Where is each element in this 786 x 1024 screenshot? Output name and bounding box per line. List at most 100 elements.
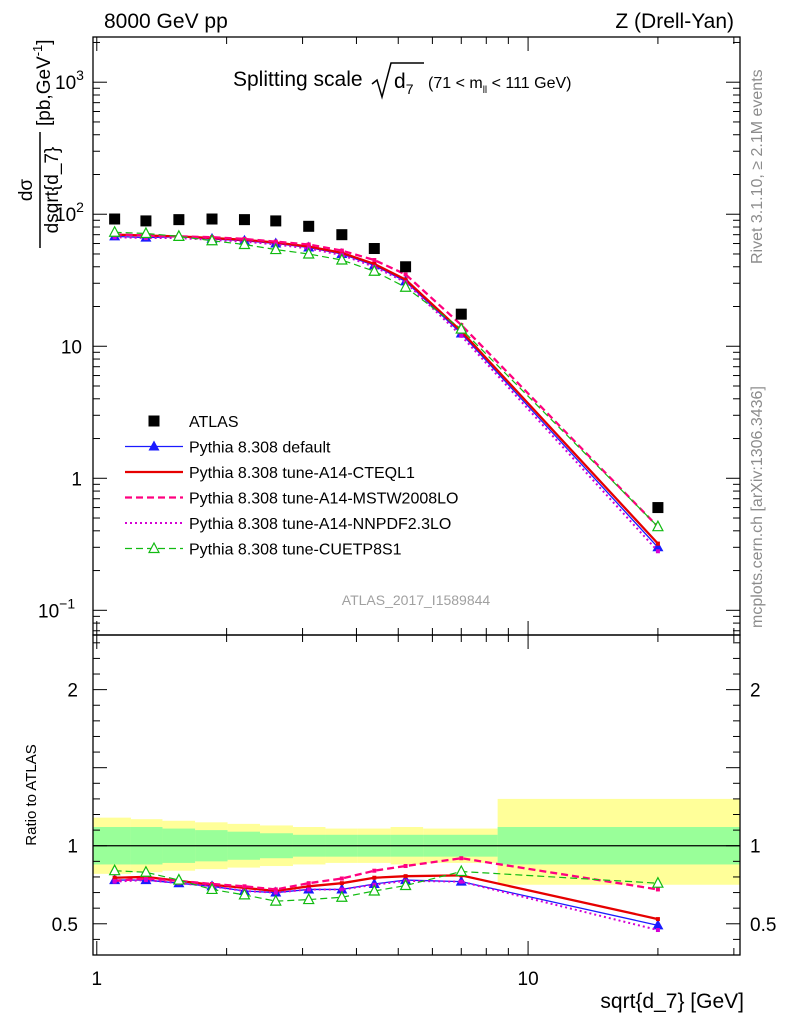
main-series-2-point-11 — [655, 541, 660, 546]
ratio-series-3-point-4 — [242, 884, 247, 889]
side-label-bottom: mcplots.cern.ch [arXiv:1306.3436] — [749, 386, 766, 628]
ratio-y-tick-label-right-0: 0.5 — [750, 915, 776, 936]
main-y-tick-label-2: 10 — [61, 337, 82, 358]
main-series-5-point-2 — [172, 229, 185, 241]
ratio-series-4-point-6 — [306, 887, 311, 892]
x-tick-label-0: 1 — [91, 969, 102, 990]
axes: 1 10 10−1 1 10 102 103 0.5 0.5 1 1 2 2 — [38, 36, 776, 990]
ratio-panel-frame — [92, 634, 741, 956]
header-right-label: Z (Drell-Yan) — [615, 10, 734, 33]
atlas-data-point-4 — [238, 214, 250, 226]
legend-item-0: ATLAS — [148, 414, 239, 431]
ratio-series-2-point-11 — [655, 917, 660, 922]
legend-marker-1 — [148, 440, 160, 451]
main-series-5-point-0 — [108, 225, 121, 237]
main-lines — [108, 213, 664, 554]
legend-label-5: Pythia 8.308 tune-CUETP8S1 — [189, 542, 402, 559]
ylabel-numerator: dσ — [16, 179, 37, 202]
title-sqrt-sign — [371, 62, 424, 100]
main-y-tick-label-0: 10−1 — [38, 595, 75, 622]
main-series-3-point-6 — [306, 242, 311, 247]
legend-item-2: Pythia 8.308 tune-A14-CTEQL1 — [125, 465, 415, 482]
main-series-5-point-10 — [455, 322, 468, 334]
ylabel-denominator: dsqrt{d_7} — [42, 147, 63, 234]
legend-label-2: Pythia 8.308 tune-A14-CTEQL1 — [189, 465, 415, 482]
ratio-series-5-point-6 — [302, 892, 315, 905]
ratio-series-3-point-10 — [459, 856, 464, 861]
ratio-lines — [108, 856, 664, 933]
ratio-y-tick-label-0: 0.5 — [52, 915, 78, 936]
atlas-data-point-1 — [140, 215, 152, 227]
legend-marker-5 — [148, 541, 160, 554]
title-main: Splitting scale — [233, 68, 363, 91]
main-series-4-point-11 — [655, 549, 660, 554]
main-series-2-point-8 — [372, 261, 377, 266]
title-subscript: 7 — [406, 81, 414, 97]
ratio-series-3-point-6 — [306, 881, 311, 886]
main-ylabel: dσ dsqrt{d_7} [pb,GeV-1] — [16, 39, 63, 248]
ratio-series-5-point-5 — [269, 894, 282, 906]
legend-marker-0 — [148, 415, 160, 427]
main-series-2-point-7 — [339, 250, 344, 255]
ratio-series-3-point-9 — [403, 864, 408, 869]
ratio-y-tick-label-2: 2 — [67, 681, 78, 702]
header-left-label: 8000 GeV pp — [104, 10, 228, 33]
main-series-5-point-11 — [651, 519, 664, 532]
legend: ATLAS Pythia 8.308 default Pythia 8.308 tu… — [125, 414, 458, 559]
main-y-tick-label-3: 102 — [55, 199, 84, 226]
ratio-series-5-point-2 — [172, 873, 185, 885]
main-series-5-point-7 — [335, 253, 348, 265]
ratio-series-2-point-7 — [339, 881, 344, 886]
legend-item-5: Pythia 8.308 tune-CUETP8S1 — [125, 542, 402, 559]
ratio-series-3-point-7 — [339, 876, 344, 881]
side-label-top: Rivet 3.1.10, ≥ 2.1M events — [749, 69, 766, 264]
ylabel-units: [pb,GeV-1] — [30, 39, 55, 126]
ratio-y-tick-label-1: 1 — [67, 837, 78, 858]
main-series-5-point-9 — [399, 280, 412, 292]
main-series-5-point-6 — [302, 247, 315, 259]
main-series-4-point-0 — [112, 235, 117, 240]
main-series-3-point-9 — [403, 272, 408, 277]
main-series-5-point-4 — [238, 237, 251, 250]
analysis-watermark: ATLAS_2017_I1589844 — [342, 592, 491, 608]
atlas-data-point-3 — [206, 213, 218, 225]
main-series-2-point-9 — [403, 277, 408, 282]
main-series-5-point-1 — [139, 226, 152, 239]
main-series-5-point-3 — [206, 233, 219, 246]
legend-label-0: ATLAS — [189, 414, 239, 431]
ratio-series-line-3 — [114, 857, 659, 891]
ratio-series-4-point-11 — [655, 928, 660, 933]
atlas-data-point-8 — [368, 243, 380, 255]
legend-item-4: Pythia 8.308 tune-A14-NNPDF2.3LO — [125, 516, 451, 533]
ratio-series-5-point-4 — [238, 888, 251, 900]
ratio-series-5-point-8 — [368, 884, 381, 896]
title-mass-range: (71 < mll < 111 GeV) — [428, 75, 571, 96]
ratio-series-4-point-5 — [273, 890, 278, 895]
ratio-series-1-point-11 — [652, 919, 664, 930]
atlas-data-point-2 — [173, 214, 185, 226]
ratio-series-3-point-11 — [655, 887, 660, 892]
atlas-data-point-0 — [109, 213, 121, 225]
main-series-line-4 — [114, 236, 659, 552]
ratio-series-5-point-1 — [139, 865, 152, 877]
ratio-series-4-point-10 — [459, 879, 464, 884]
main-series-4-point-10 — [459, 333, 464, 338]
ratio-series-4-point-1 — [143, 878, 148, 883]
legend-label-4: Pythia 8.308 tune-A14-NNPDF2.3LO — [189, 516, 451, 533]
ratio-series-5-point-9 — [399, 878, 412, 891]
ratio-series-2-point-9 — [403, 874, 408, 879]
title-mass-sub: ll — [483, 85, 487, 96]
ratio-series-2-point-8 — [372, 875, 377, 880]
chart-title: Splitting scale — [233, 68, 363, 91]
main-series-3-point-8 — [372, 258, 377, 263]
main-y-tick-label-4: 103 — [55, 67, 84, 94]
atlas-data-point-10 — [455, 308, 467, 320]
main-series-5-point-5 — [269, 242, 282, 255]
main-series-5-point-8 — [368, 264, 381, 276]
title-symbol: d7 — [394, 70, 414, 97]
ratio-series-3-point-5 — [273, 887, 278, 892]
ratio-series-5-point-11 — [651, 876, 664, 888]
main-y-tick-label-1: 1 — [71, 469, 82, 490]
ratio-y-tick-label-right-2: 2 — [750, 681, 761, 702]
